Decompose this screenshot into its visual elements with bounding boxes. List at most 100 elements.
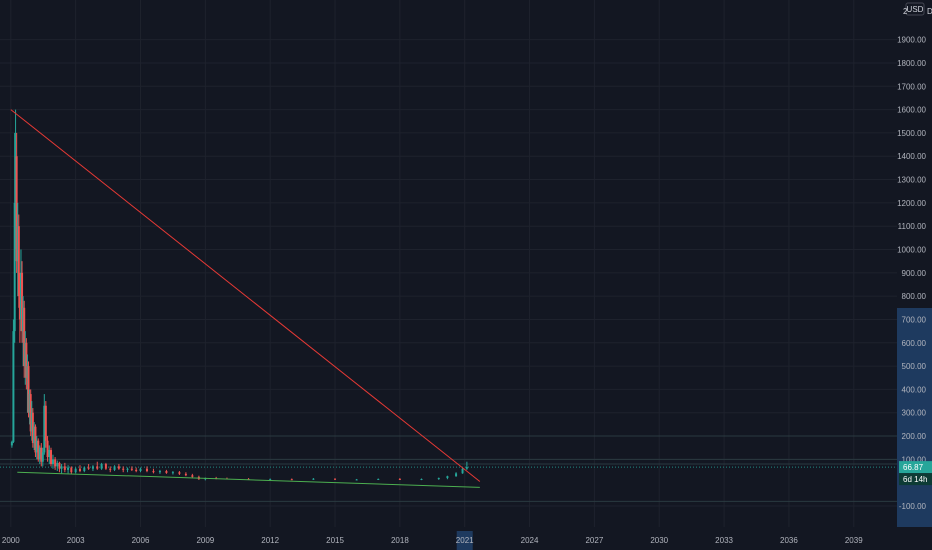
time-axis-label: 2012: [261, 536, 279, 545]
price-axis-range-highlight: [897, 308, 932, 527]
candle-body: [184, 473, 187, 476]
time-axis-label: 2024: [521, 536, 539, 545]
candle-body: [46, 440, 49, 458]
candle-body: [38, 447, 41, 460]
candle-body: [437, 478, 440, 480]
price-axis[interactable]: -100.00 100.00 200.00 300.00 400.00 500.00 600…: [897, 36, 926, 511]
price-axis-label: 800.00: [902, 292, 927, 301]
candle-body: [37, 440, 40, 460]
price-axis-label: 1400.00: [897, 152, 926, 161]
candle-body: [122, 468, 125, 470]
candle-body: [152, 471, 155, 473]
candle-body: [23, 307, 26, 367]
candle-body: [465, 467, 468, 469]
time-axis-label: 2030: [650, 536, 668, 545]
candle-body: [104, 464, 107, 469]
time-axis-highlight: [456, 531, 473, 550]
candle-body: [48, 450, 51, 458]
candle-body: [135, 469, 138, 472]
price-axis-label: 1600.00: [897, 106, 926, 115]
price-axis-label: 100.00: [902, 455, 927, 464]
time-axis-label: 2015: [326, 536, 344, 545]
candle-body: [18, 296, 21, 320]
candle-body: [171, 472, 174, 474]
candle-body: [60, 466, 63, 469]
candle-body: [113, 466, 116, 470]
trendlines[interactable]: [10, 109, 481, 488]
time-axis-label: 2039: [845, 536, 863, 545]
time-axis-label: 2033: [715, 536, 733, 545]
bar-countdown-value: 6d 14h: [903, 475, 927, 484]
candle-body: [126, 468, 129, 470]
candle-body: [109, 468, 112, 470]
time-axis[interactable]: 2000 2003 2006 2009 2012 2015 2018 2021 2024 2027…: [2, 531, 863, 550]
candle-body: [34, 426, 37, 453]
candle-body: [31, 412, 34, 444]
time-axis-label: 2036: [780, 536, 798, 545]
trendline: [10, 109, 481, 482]
candle-body: [19, 272, 22, 320]
candle-body: [158, 471, 161, 473]
candle-body: [10, 441, 13, 446]
candle-body: [35, 440, 38, 453]
price-axis-label: 500.00: [902, 362, 927, 371]
candle-body: [145, 468, 148, 472]
horizontal-lines: [0, 435, 897, 502]
candle-body: [398, 478, 401, 480]
price-axis-label: 1800.00: [897, 59, 926, 68]
candle-body: [139, 468, 142, 472]
candle-body: [56, 462, 59, 467]
candle-body: [78, 468, 81, 472]
candle-body: [50, 450, 53, 465]
price-axis-label: 700.00: [902, 315, 927, 324]
price-axis-label: 200.00: [902, 432, 927, 441]
candle-body: [455, 473, 458, 477]
candle-body: [40, 447, 43, 462]
candle-body: [67, 467, 70, 470]
candle-body: [24, 342, 27, 367]
candle-body: [420, 478, 423, 480]
currency-text: USD: [907, 5, 924, 14]
currency-label[interactable]: USD: [905, 2, 925, 16]
candle-body: [91, 466, 94, 469]
scale-mode[interactable]: D: [927, 7, 932, 16]
candle-body: [43, 405, 46, 453]
candle-body: [269, 479, 272, 481]
candle-body: [96, 466, 99, 469]
candle-body: [334, 478, 337, 480]
candle-body: [30, 412, 33, 432]
price-axis-label: -100.00: [899, 502, 927, 511]
candle-body: [290, 479, 293, 481]
chart-grid: [0, 0, 897, 527]
candle-body: [12, 331, 15, 442]
candle-body: [377, 478, 380, 480]
candle-body: [29, 394, 32, 432]
trendline: [17, 471, 480, 488]
candle-body: [51, 459, 54, 465]
price-axis-label: 1500.00: [897, 129, 926, 138]
candle-body: [41, 452, 44, 462]
candle-body: [26, 366, 29, 378]
last-price-value: 66.87: [903, 463, 924, 472]
candle-body: [83, 467, 86, 472]
candle-body: [165, 471, 168, 473]
candle-body: [70, 467, 73, 473]
candle-body: [461, 468, 464, 474]
price-axis-label: 1700.00: [897, 82, 926, 91]
candle-body: [22, 307, 25, 332]
candle-body: [355, 479, 358, 481]
candle-body: [14, 156, 17, 203]
candle-body: [87, 467, 90, 469]
candle-body: [74, 468, 77, 473]
candle-body: [16, 226, 19, 262]
candle-body: [191, 475, 194, 477]
time-axis-label: 2003: [67, 536, 85, 545]
time-axis-label: 2027: [585, 536, 603, 545]
candle-body: [54, 459, 57, 467]
candle-body: [63, 466, 66, 470]
price-axis-label: 1100.00: [898, 222, 927, 231]
time-axis-label: 2006: [132, 536, 150, 545]
candle-body: [15, 156, 18, 262]
top-tick-partial: 2: [903, 7, 908, 16]
